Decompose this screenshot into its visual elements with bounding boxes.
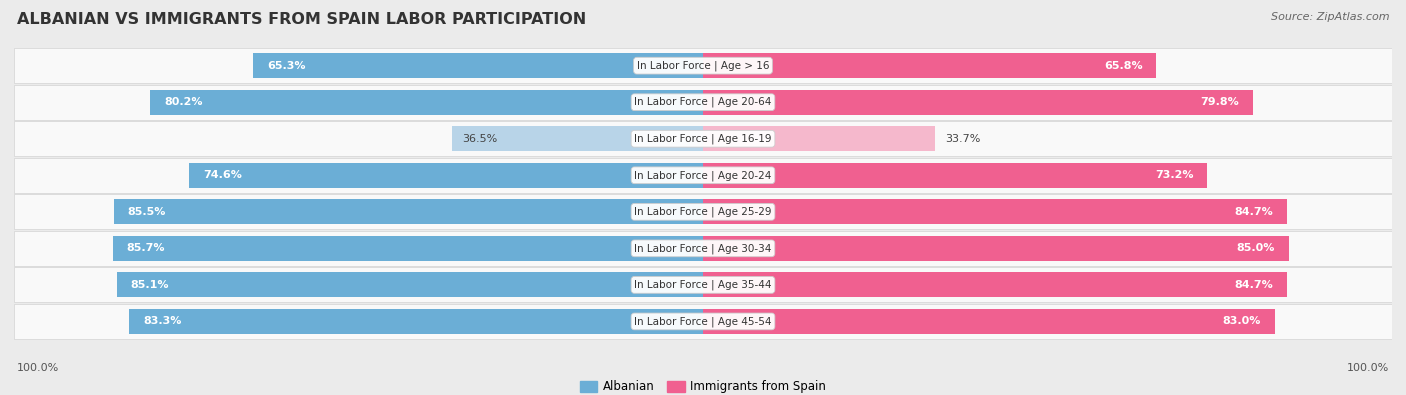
Bar — [14, 121, 1392, 156]
Text: 84.7%: 84.7% — [1234, 207, 1272, 217]
Text: 100.0%: 100.0% — [17, 363, 59, 373]
Bar — [188, 163, 703, 188]
Text: 79.8%: 79.8% — [1201, 97, 1239, 107]
Text: 84.7%: 84.7% — [1234, 280, 1272, 290]
Bar — [14, 158, 1392, 193]
Text: In Labor Force | Age 16-19: In Labor Force | Age 16-19 — [634, 134, 772, 144]
Bar — [14, 304, 1392, 339]
Legend: Albanian, Immigrants from Spain: Albanian, Immigrants from Spain — [575, 376, 831, 395]
Bar — [703, 273, 1286, 297]
Text: 85.5%: 85.5% — [128, 207, 166, 217]
Text: In Labor Force | Age 20-24: In Labor Force | Age 20-24 — [634, 170, 772, 181]
Text: 85.1%: 85.1% — [131, 280, 169, 290]
Bar — [14, 231, 1392, 266]
Text: 33.7%: 33.7% — [945, 134, 981, 144]
Text: 65.8%: 65.8% — [1104, 61, 1143, 71]
Text: In Labor Force | Age 45-54: In Labor Force | Age 45-54 — [634, 316, 772, 327]
Bar — [112, 236, 703, 261]
Bar — [14, 194, 1392, 229]
Text: 80.2%: 80.2% — [165, 97, 202, 107]
Bar — [14, 85, 1392, 120]
Text: In Labor Force | Age > 16: In Labor Force | Age > 16 — [637, 60, 769, 71]
Bar — [117, 273, 703, 297]
Text: 83.0%: 83.0% — [1223, 316, 1261, 326]
Text: 100.0%: 100.0% — [1347, 363, 1389, 373]
Bar — [129, 309, 703, 334]
Bar — [703, 126, 935, 151]
Text: 36.5%: 36.5% — [461, 134, 498, 144]
Bar — [114, 199, 703, 224]
Bar — [451, 126, 703, 151]
Text: In Labor Force | Age 30-34: In Labor Force | Age 30-34 — [634, 243, 772, 254]
Bar — [703, 53, 1156, 78]
Bar — [703, 163, 1208, 188]
Text: 83.3%: 83.3% — [143, 316, 181, 326]
Text: In Labor Force | Age 25-29: In Labor Force | Age 25-29 — [634, 207, 772, 217]
Text: 65.3%: 65.3% — [267, 61, 305, 71]
Text: 73.2%: 73.2% — [1154, 170, 1194, 180]
Bar — [703, 90, 1253, 115]
Bar — [703, 199, 1286, 224]
Text: 74.6%: 74.6% — [202, 170, 242, 180]
Bar — [253, 53, 703, 78]
Bar — [14, 267, 1392, 303]
Text: In Labor Force | Age 35-44: In Labor Force | Age 35-44 — [634, 280, 772, 290]
Bar — [703, 309, 1275, 334]
Text: 85.7%: 85.7% — [127, 243, 165, 253]
Bar — [703, 236, 1289, 261]
Bar — [150, 90, 703, 115]
Text: In Labor Force | Age 20-64: In Labor Force | Age 20-64 — [634, 97, 772, 107]
Bar — [14, 48, 1392, 83]
Text: ALBANIAN VS IMMIGRANTS FROM SPAIN LABOR PARTICIPATION: ALBANIAN VS IMMIGRANTS FROM SPAIN LABOR … — [17, 12, 586, 27]
Text: Source: ZipAtlas.com: Source: ZipAtlas.com — [1271, 12, 1389, 22]
Text: 85.0%: 85.0% — [1236, 243, 1275, 253]
